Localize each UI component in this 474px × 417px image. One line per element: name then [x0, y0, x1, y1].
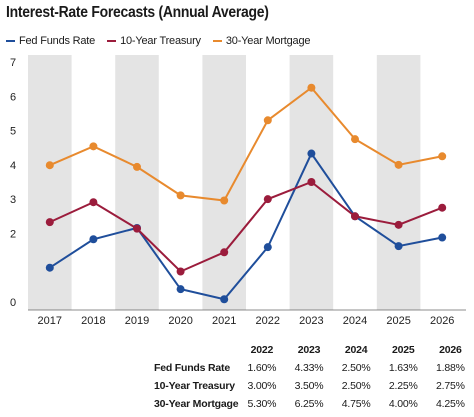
table-cell: 1.88%: [436, 362, 465, 374]
x-tick-label: 2024: [343, 315, 367, 327]
data-point: [45, 161, 54, 170]
data-point: [89, 142, 98, 151]
legend-item-10yr-treasury: 10-Year Treasury: [107, 35, 201, 47]
table-row-label: Fed Funds Rate: [154, 362, 230, 374]
data-point: [220, 248, 229, 257]
series-line: [49, 86, 443, 202]
legend-item-fed-funds: Fed Funds Rate: [6, 35, 95, 47]
data-point: [176, 267, 185, 276]
table-header-row: 2022 2023 2024 2025 2026: [0, 341, 474, 359]
chart-plot: 0 2 3 4 5 6 7 2017 2018 2019 2020 2021 2022 2023 2024 2…: [10, 55, 466, 327]
table-cell: 1.63%: [388, 362, 418, 374]
data-point: [133, 162, 141, 171]
table-cell: 2.50%: [341, 362, 371, 374]
data-point: [133, 224, 141, 233]
data-point: [394, 160, 403, 169]
data-point: [89, 198, 98, 207]
x-tick-label: 2022: [256, 315, 280, 327]
x-tick-label: 2023: [299, 315, 323, 327]
table-header-cell: 2024: [344, 344, 368, 356]
legend-swatch-30yr-mortgage: [212, 39, 222, 43]
data-point: [394, 220, 403, 229]
table-cell: 4.75%: [341, 398, 371, 410]
table-cell: 2.75%: [436, 380, 465, 392]
table-cell: 2.50%: [341, 380, 371, 392]
shaded-year-column: [28, 55, 72, 310]
table-header-cell: 2023: [297, 344, 321, 356]
data-point: [263, 116, 272, 125]
table-cell: 4.33%: [294, 362, 324, 374]
legend-label-10yr-treasury: 10-Year Treasury: [120, 35, 201, 47]
table-header-cell: 2026: [439, 344, 462, 356]
table-cell: 2.25%: [388, 380, 418, 392]
data-point: [89, 235, 98, 244]
shaded-year-column: [115, 55, 159, 310]
chart-title: Interest-Rate Forecasts (Annual Average): [6, 4, 269, 21]
x-tick-label: 2026: [430, 315, 454, 327]
x-tick-label: 2018: [81, 315, 105, 327]
table-cell: 3.50%: [294, 380, 324, 392]
table-row-label: 10-Year Treasury: [154, 380, 235, 392]
data-point: [438, 203, 447, 212]
data-point: [263, 195, 272, 204]
data-point: [45, 263, 54, 272]
y-tick-label: 7: [10, 57, 16, 69]
data-point: [307, 178, 316, 186]
series-line: [49, 180, 443, 273]
legend-swatch-fed-funds: [6, 39, 15, 43]
data-point: [438, 152, 447, 161]
data-point: [394, 242, 403, 251]
table-corner: [0, 341, 238, 359]
y-tick-label: 4: [10, 160, 16, 172]
shaded-year-column: [202, 55, 246, 310]
x-tick-label: 2019: [125, 315, 149, 327]
legend-label-fed-funds: Fed Funds Rate: [19, 35, 96, 47]
series-line: [49, 151, 443, 301]
legend: Fed Funds Rate 10-Year Treasury 30-Year …: [6, 35, 322, 47]
data-point: [438, 233, 447, 242]
y-tick-label: 5: [10, 126, 16, 138]
data-point: [176, 191, 185, 200]
table-header-cell: 2025: [392, 344, 415, 356]
data-point: [220, 295, 229, 304]
table-cell: 4.25%: [436, 398, 465, 410]
x-tick-label: 2020: [168, 315, 192, 327]
table-cell: 3.00%: [247, 380, 277, 392]
table-row: Fed Funds Rate 1.60% 4.33% 2.50% 1.63% 1…: [0, 359, 474, 377]
table-row-label: 30-Year Mortgage: [154, 398, 239, 410]
y-tick-label: 3: [10, 194, 16, 206]
y-tick-label: 0: [10, 297, 16, 309]
legend-swatch-10yr-treasury: [107, 39, 117, 43]
table-cell: 6.25%: [294, 398, 324, 410]
table-cell: 5.30%: [247, 398, 277, 410]
data-point: [351, 135, 359, 144]
x-tick-label: 2021: [212, 315, 236, 327]
data-point: [307, 149, 316, 158]
table-cell: 4.00%: [388, 398, 418, 410]
data-point: [176, 285, 185, 294]
data-table: 2022 2023 2024 2025 2026 Fed Funds Rate …: [0, 341, 474, 413]
data-point: [45, 218, 54, 227]
y-tick-label: 2: [10, 228, 16, 240]
table-row: 30-Year Mortgage 5.30% 6.25% 4.75% 4.00%…: [0, 395, 474, 413]
y-tick-label: 6: [10, 91, 16, 103]
shaded-year-column: [376, 55, 421, 310]
data-point: [351, 212, 359, 221]
legend-item-30yr-mortgage: 30-Year Mortgage: [212, 35, 311, 47]
data-point: [307, 83, 316, 92]
x-tick-label: 2025: [386, 315, 410, 327]
x-tick-label: 2017: [38, 315, 62, 327]
legend-label-30yr-mortgage: 30-Year Mortgage: [225, 35, 311, 47]
table-row: 10-Year Treasury 3.00% 3.50% 2.50% 2.25%…: [0, 377, 474, 395]
table-cell: 1.60%: [247, 362, 277, 374]
table-header-cell: 2022: [250, 344, 274, 356]
data-point: [220, 196, 229, 205]
data-point: [263, 243, 272, 252]
